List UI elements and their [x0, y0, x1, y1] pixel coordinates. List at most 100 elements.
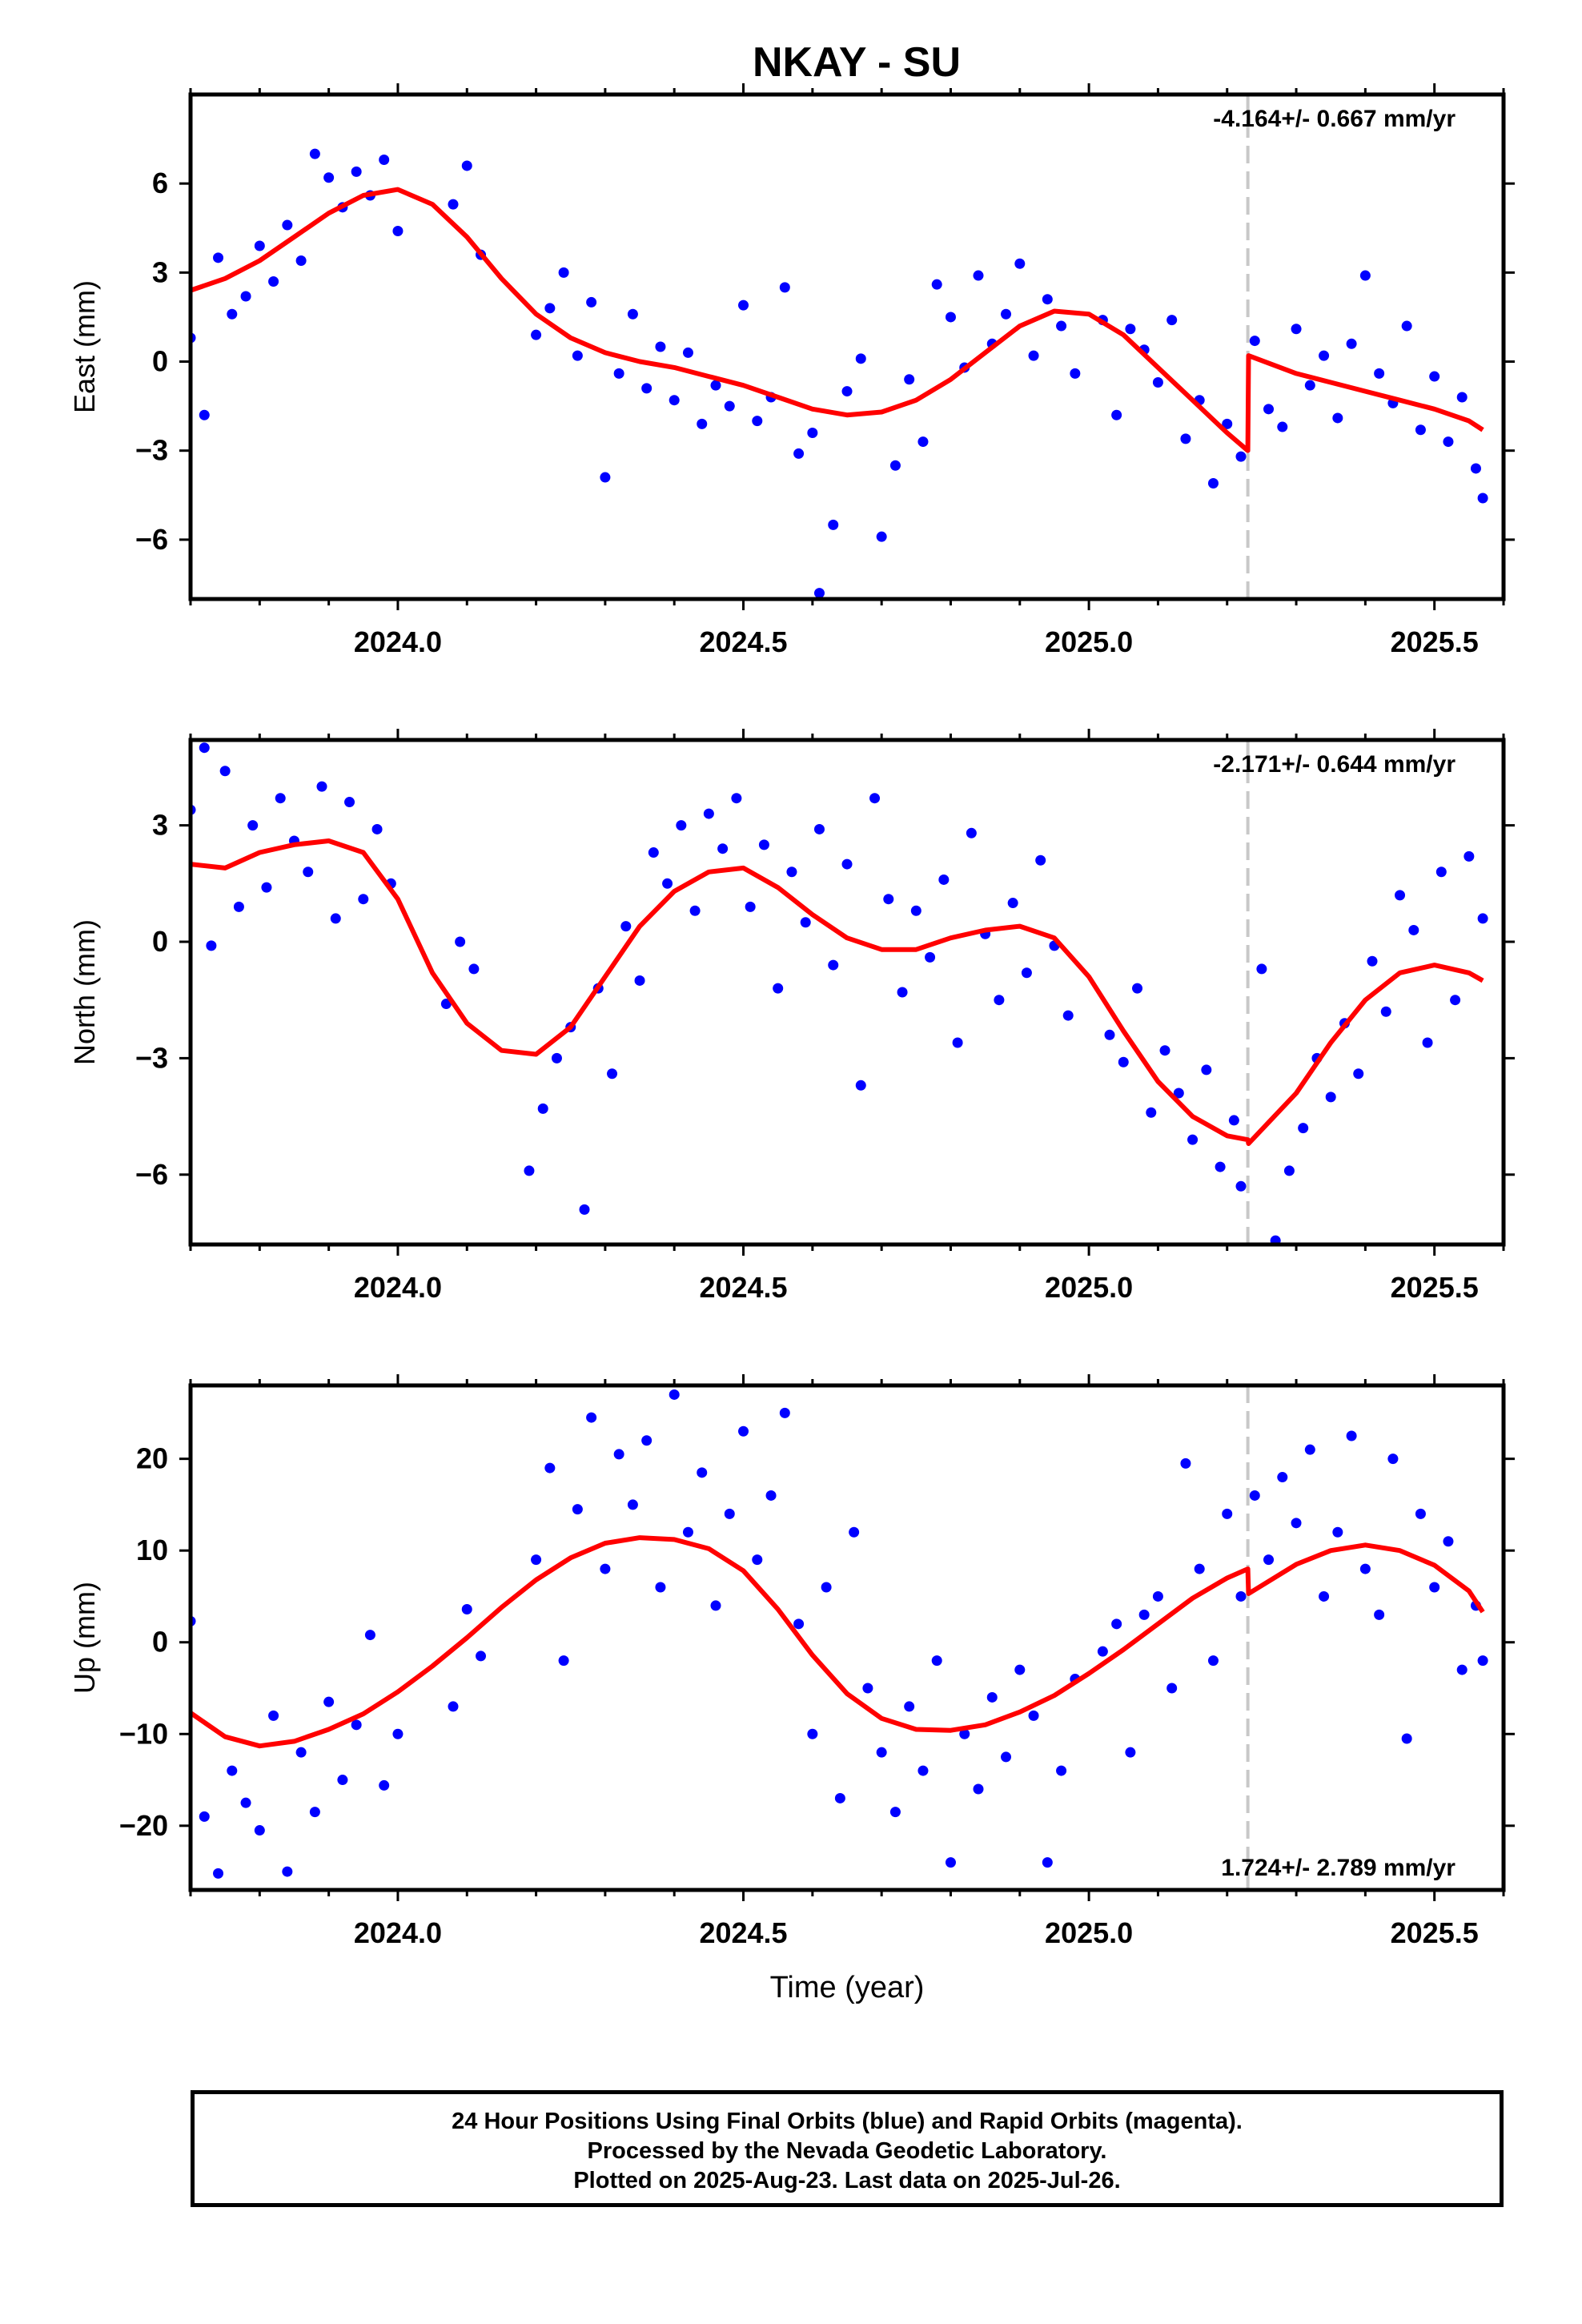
data-point	[841, 386, 853, 397]
data-point	[1395, 890, 1406, 901]
data-point	[773, 983, 784, 994]
data-point	[648, 847, 659, 858]
y-tick-label: 6	[152, 167, 168, 199]
data-point	[731, 793, 742, 804]
data-point	[703, 808, 714, 819]
data-point	[337, 1775, 348, 1786]
data-point	[1332, 1526, 1343, 1538]
data-point	[240, 1797, 251, 1808]
data-point	[697, 1467, 708, 1478]
x-tick-label: 2025.5	[1391, 1271, 1479, 1304]
data-point	[1062, 1010, 1074, 1021]
rate-annotation: -4.164+/- 0.667 mm/yr	[1213, 106, 1456, 132]
footer-line-1: 24 Hour Positions Using Final Orbits (bl…	[452, 2109, 1243, 2134]
data-point	[233, 901, 244, 912]
data-point	[586, 296, 597, 308]
data-point	[468, 963, 480, 975]
y-tick-label: 0	[152, 1626, 168, 1659]
data-point	[627, 1499, 638, 1510]
data-point	[682, 1526, 693, 1538]
data-point	[841, 858, 853, 870]
data-point	[455, 936, 466, 947]
data-point	[1166, 1683, 1178, 1694]
data-point	[904, 1701, 915, 1712]
model-fit-line	[191, 1535, 1485, 1749]
data-point	[821, 1582, 832, 1593]
data-point	[807, 427, 818, 438]
data-point	[738, 300, 749, 311]
data-point	[1125, 324, 1136, 335]
data-point	[1443, 436, 1454, 448]
data-point	[813, 588, 825, 599]
data-point	[855, 353, 866, 364]
data-point	[1056, 320, 1067, 332]
model-fit-line	[191, 187, 1484, 453]
data-point	[800, 917, 811, 928]
data-point	[1477, 1655, 1488, 1667]
data-point	[199, 1811, 210, 1822]
data-point	[254, 1825, 265, 1836]
data-point	[945, 312, 956, 323]
data-point	[1056, 1765, 1067, 1776]
data-point	[1194, 1563, 1205, 1574]
data-point	[1415, 1508, 1426, 1519]
data-point	[876, 531, 887, 542]
data-point	[849, 1526, 860, 1538]
data-point	[641, 1435, 652, 1446]
y-tick-label: −3	[135, 1041, 168, 1074]
data-points	[191, 1389, 1488, 1879]
data-point	[786, 866, 797, 878]
rate-annotation: -2.171+/- 0.644 mm/yr	[1213, 751, 1456, 778]
data-point	[710, 1600, 721, 1611]
data-point	[1222, 1508, 1233, 1519]
data-point	[1319, 350, 1330, 361]
data-point	[1235, 451, 1247, 462]
data-point	[303, 866, 314, 878]
data-point	[889, 1807, 901, 1818]
data-point	[1104, 1029, 1115, 1040]
data-point	[1353, 1068, 1364, 1080]
panel-2: 2024.0 2024.5 2025.0 2025.5 −6 −3 0 3 North (mm)…	[68, 729, 1515, 1304]
data-point	[1435, 866, 1447, 878]
data-point	[219, 766, 231, 777]
data-point	[931, 1655, 942, 1667]
data-point	[551, 1052, 562, 1063]
data-point	[1180, 1458, 1191, 1469]
data-point	[828, 519, 839, 530]
y-tick-label: 3	[152, 809, 168, 842]
data-point	[1173, 1088, 1184, 1099]
data-point	[1263, 1554, 1275, 1566]
data-point	[600, 1563, 611, 1574]
data-point	[1111, 1618, 1122, 1630]
data-point	[199, 742, 210, 754]
data-point	[883, 894, 894, 905]
y-tick-label: −20	[119, 1809, 168, 1842]
y-tick-label: 0	[152, 345, 168, 378]
data-point	[758, 839, 769, 850]
data-point	[613, 1449, 624, 1460]
data-point	[199, 409, 210, 420]
data-point	[1387, 1454, 1399, 1465]
data-point	[793, 1618, 805, 1630]
data-point	[793, 448, 805, 459]
data-point	[676, 820, 687, 831]
data-point	[662, 878, 673, 889]
data-point	[1304, 380, 1315, 391]
x-tick-label: 2024.5	[699, 1271, 787, 1304]
data-point	[1125, 1747, 1136, 1758]
x-tick-label: 2024.5	[699, 625, 787, 658]
data-point	[1304, 1444, 1315, 1455]
data-point	[1464, 850, 1475, 862]
data-point	[862, 1683, 873, 1694]
data-point	[1359, 270, 1371, 281]
data-point	[586, 1412, 597, 1423]
data-point	[1263, 404, 1275, 415]
data-point	[600, 472, 611, 483]
data-point	[1021, 967, 1032, 979]
data-point	[379, 155, 390, 166]
data-point	[889, 460, 901, 471]
data-point	[531, 329, 542, 340]
data-point	[351, 166, 362, 177]
y-tick-label: 10	[136, 1534, 168, 1566]
data-point	[1028, 1710, 1039, 1721]
